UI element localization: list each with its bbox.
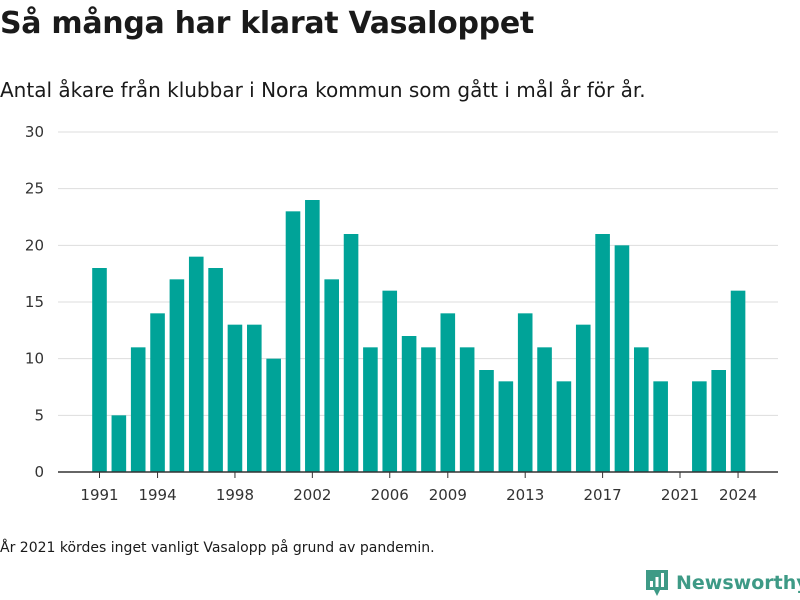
gridlines bbox=[58, 131, 778, 416]
y-tick-label: 15 bbox=[25, 293, 44, 311]
bars bbox=[92, 200, 746, 473]
x-tick-label: 2021 bbox=[661, 486, 699, 504]
chart-subtitle: Antal åkare från klubbar i Nora kommun s… bbox=[0, 78, 646, 102]
bar-2004 bbox=[343, 234, 359, 472]
x-tick-label: 1998 bbox=[216, 486, 254, 504]
bar-2003 bbox=[324, 279, 339, 472]
bar-2020 bbox=[653, 381, 668, 472]
bar-1999 bbox=[247, 324, 262, 472]
bar-2017 bbox=[595, 234, 610, 472]
bar-1996 bbox=[188, 256, 204, 472]
y-tick-label: 25 bbox=[25, 180, 44, 198]
y-axis-tick-labels: 0 5 10 15 20 25 30 bbox=[25, 123, 44, 481]
x-axis-tick-marks bbox=[99, 472, 739, 478]
bar-1997 bbox=[208, 268, 223, 472]
bar-1995 bbox=[169, 279, 185, 472]
brand-logo[interactable]: Newsworthy bbox=[644, 568, 800, 598]
newsworthy-logo-icon bbox=[646, 570, 668, 596]
bar-2009 bbox=[440, 313, 456, 472]
x-tick-label: 2024 bbox=[719, 486, 757, 504]
x-tick-label: 1994 bbox=[138, 486, 176, 504]
bar-2014 bbox=[537, 347, 552, 472]
bar-1993 bbox=[130, 347, 146, 472]
bar-2008 bbox=[421, 347, 436, 472]
bar-2022 bbox=[692, 381, 707, 472]
bar-2011 bbox=[479, 370, 494, 472]
bar-2000 bbox=[266, 358, 281, 472]
chart-title: Så många har klarat Vasaloppet bbox=[0, 6, 534, 41]
x-tick-label: 2006 bbox=[371, 486, 409, 504]
bar-1992 bbox=[111, 415, 127, 472]
bar-2010 bbox=[459, 347, 475, 472]
x-tick-label: 2009 bbox=[429, 486, 467, 504]
bar-2005 bbox=[363, 347, 378, 472]
y-tick-label: 0 bbox=[34, 463, 44, 481]
brand-name: Newsworthy bbox=[676, 572, 800, 594]
bar-1994 bbox=[150, 313, 165, 472]
x-tick-label: 2002 bbox=[293, 486, 331, 504]
bar-2018 bbox=[614, 245, 630, 472]
bar-2006 bbox=[382, 290, 398, 472]
y-tick-label: 10 bbox=[25, 350, 44, 368]
bar-2024 bbox=[730, 290, 746, 472]
y-tick-label: 30 bbox=[25, 123, 44, 141]
x-tick-label: 2013 bbox=[506, 486, 544, 504]
bar-2002 bbox=[305, 200, 320, 472]
x-axis-tick-labels: 1991 1994 1998 2002 2006 2009 2013 2017 2021 2024 bbox=[80, 486, 757, 504]
y-tick-label: 20 bbox=[25, 236, 44, 254]
bar-2012 bbox=[498, 381, 514, 472]
bar-2023 bbox=[711, 370, 726, 472]
footnote: År 2021 kördes inget vanligt Vasalopp på… bbox=[0, 540, 435, 556]
y-tick-label: 5 bbox=[34, 406, 44, 424]
bar-1991 bbox=[92, 268, 107, 472]
bar-2019 bbox=[634, 347, 649, 472]
bar-2013 bbox=[517, 313, 533, 472]
x-tick-label: 2017 bbox=[584, 486, 622, 504]
bar-2016 bbox=[575, 324, 591, 472]
bar-2015 bbox=[556, 381, 572, 472]
x-tick-label: 1991 bbox=[80, 486, 118, 504]
bar-1998 bbox=[227, 324, 243, 472]
bar-2001 bbox=[285, 211, 301, 473]
bar-2007 bbox=[401, 336, 417, 472]
